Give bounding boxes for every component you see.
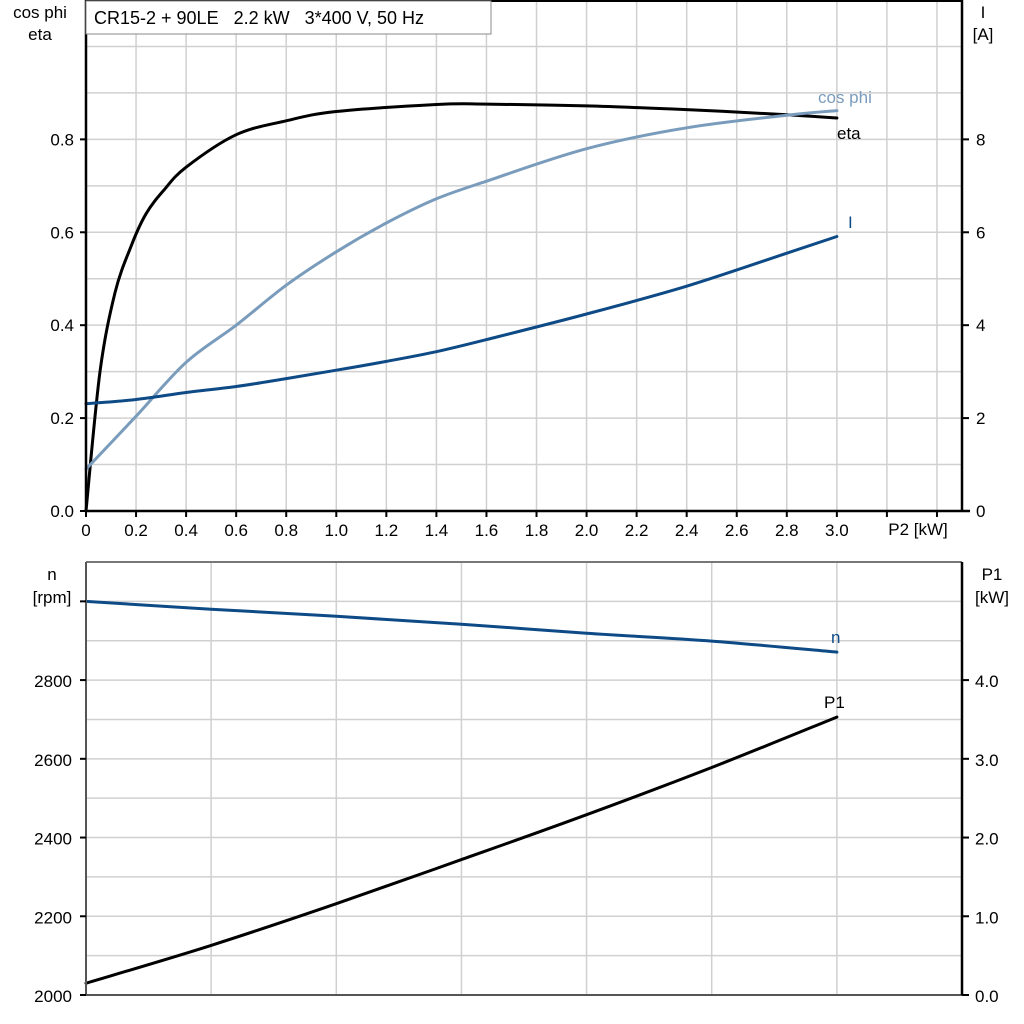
curves [84, 102, 839, 985]
x-tick-label: 2.6 [725, 521, 749, 540]
top-left-axis-label-1: cos phi [13, 3, 67, 22]
bottom-chart-grid [86, 562, 962, 995]
x-axis-label: P2 [kW] [888, 520, 948, 539]
y-left-tick-label: 2400 [34, 830, 72, 849]
y-right-tick-label: 8 [976, 130, 985, 149]
curve-n [84, 599, 839, 654]
curve-i [84, 235, 839, 406]
series-label-eta: eta [837, 124, 861, 143]
bottom-right-axis-label-2: [kW] [975, 588, 1009, 607]
curve-eta [84, 102, 839, 513]
x-tick-label: 0.8 [274, 521, 298, 540]
y-left-tick-label: 2200 [34, 908, 72, 927]
y-left-tick-label: 0.0 [50, 502, 74, 521]
x-tick-label: 1.8 [525, 521, 549, 540]
y-right-tick-label: 1.0 [975, 908, 999, 927]
bottom-left-axis-label-1: n [47, 565, 56, 584]
y-right-tick-label: 2.0 [975, 830, 999, 849]
y-left-tick-label: 0.2 [50, 409, 74, 428]
y-right-tick-label: 6 [976, 223, 985, 242]
x-tick-label: 1.2 [375, 521, 399, 540]
x-tick-label: 3.0 [825, 521, 849, 540]
x-tick-label: 2.0 [575, 521, 599, 540]
chart-title: CR15-2 + 90LE 2.2 kW 3*400 V, 50 Hz [94, 8, 424, 28]
x-tick-label: 0.6 [224, 521, 248, 540]
series-label-p1: P1 [824, 693, 845, 712]
y-right-tick-label: 3.0 [975, 751, 999, 770]
curve-cos-phi [84, 109, 839, 471]
top-right-axis-label-2: [A] [973, 25, 994, 44]
series-label-i: I [848, 213, 853, 232]
x-tick-label: 0.4 [174, 521, 198, 540]
y-left-tick-label: 2800 [34, 672, 72, 691]
x-tick-label: 2.8 [775, 521, 799, 540]
y-left-tick-label: 2600 [34, 751, 72, 770]
y-left-tick-label: 0.8 [50, 130, 74, 149]
top-left-axis-label-2: eta [28, 25, 52, 44]
y-right-tick-label: 4 [976, 316, 985, 335]
x-tick-label: 0 [81, 521, 90, 540]
x-tick-label: 2.2 [625, 521, 649, 540]
x-tick-label: 1.4 [425, 521, 449, 540]
y-right-tick-label: 0.0 [975, 987, 999, 1006]
y-left-tick-label: 2000 [34, 987, 72, 1006]
axes: 0 0.2 0.4 0.6 0.8 1.0 1.2 1.4 1.6 1.8 2.0 2.2 2.4 2.6… [34, 0, 999, 1006]
bottom-right-axis-label-1: P1 [982, 565, 1003, 584]
x-tick-label: 0.2 [124, 521, 148, 540]
y-left-tick-label: 0.6 [50, 223, 74, 242]
y-right-tick-label: 2 [976, 409, 985, 428]
title-box [85, 0, 492, 35]
x-tick-label: 2.4 [675, 521, 699, 540]
bottom-left-axis-label-2: [rpm] [33, 588, 72, 607]
top-chart-grid [86, 0, 962, 511]
y-left-tick-label: 0.4 [50, 316, 74, 335]
y-right-tick-label: 0 [976, 502, 985, 521]
x-tick-label: 1.0 [324, 521, 348, 540]
x-tick-label: 1.6 [475, 521, 499, 540]
series-label-cos-phi: cos phi [818, 88, 872, 107]
top-right-axis-label-1: I [981, 3, 986, 22]
series-label-n: n [831, 628, 840, 647]
y-right-tick-label: 4.0 [975, 672, 999, 691]
curve-p1 [84, 715, 839, 985]
